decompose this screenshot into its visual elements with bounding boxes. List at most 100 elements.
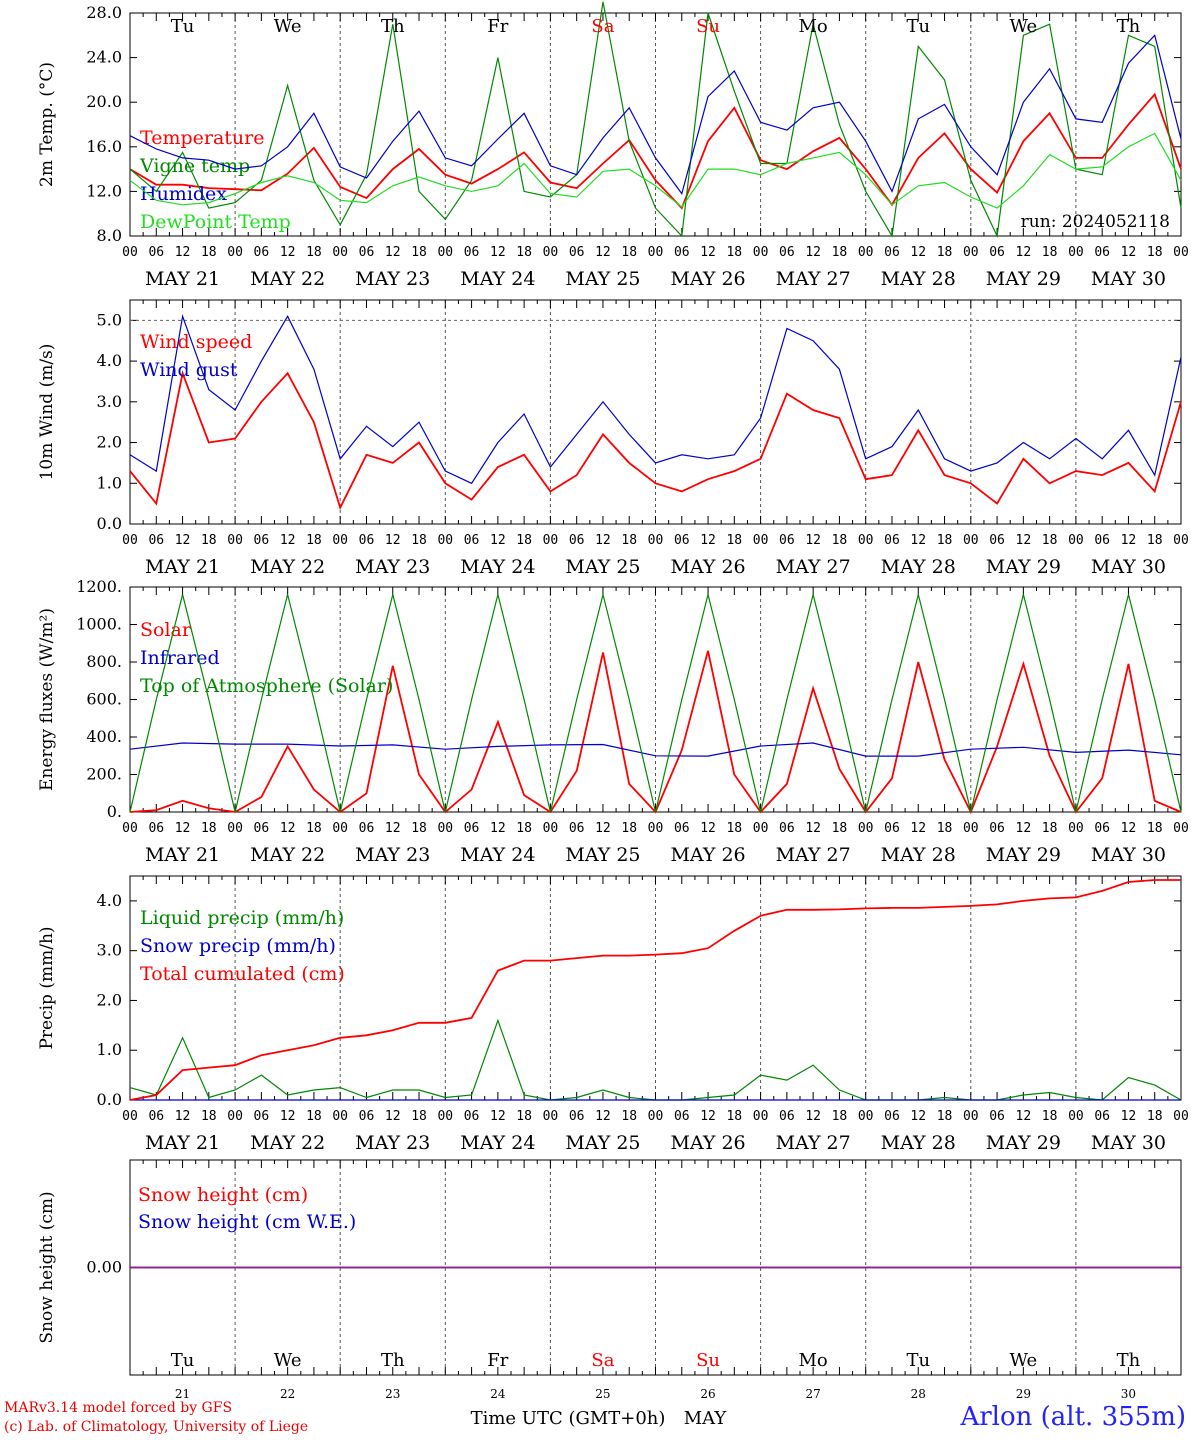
hour-tick-label: 00 [543,245,559,260]
hour-tick-label: 06 [989,821,1005,836]
day-number-label: 24 [490,1387,506,1401]
y-tick-label: 1.0 [97,473,122,492]
hour-tick-label: 18 [1042,245,1058,260]
hour-tick-label: 00 [227,1109,243,1124]
y-tick-label: 600. [86,690,122,709]
plot-frame [129,299,1182,525]
date-label: MAY 28 [881,1132,956,1154]
hour-tick-label: 00 [753,245,769,260]
hour-tick-label: 12 [1016,821,1032,836]
hour-tick-label: 18 [937,821,953,836]
hour-tick-label: 18 [516,533,532,548]
hour-tick-label: 18 [1147,1109,1163,1124]
hour-tick-label: 18 [726,533,742,548]
hour-tick-label: 12 [1121,533,1137,548]
y-tick-label: 0.0 [97,514,122,533]
date-label: MAY 30 [1091,556,1166,578]
series-line-wind-gust [129,313,1182,485]
hour-tick-label: 00 [1173,533,1189,548]
weekday-label: Su [696,1350,720,1371]
hour-tick-label: 00 [648,533,664,548]
legend-entry: Infrared [140,647,220,669]
hour-tick-label: 06 [884,245,900,260]
date-label: MAY 26 [670,556,745,578]
date-label: MAY 28 [881,844,956,866]
date-label: MAY 23 [355,556,430,578]
panel-5: 0.00 Snow height (cm) Snow height (cm) Snow… [37,1159,1182,1429]
legend-entry: Wind gust [140,359,238,381]
hour-tick-label: 18 [621,1109,637,1124]
legend-entry: Snow height (cm W.E.) [138,1211,356,1233]
y-tick-label: 20.0 [86,92,122,111]
hour-tick-label: 06 [148,821,164,836]
hour-tick-label: 12 [910,821,926,836]
hour-tick-label: 18 [516,1109,532,1124]
legend-entry: Liquid precip (mm/h) [140,907,344,929]
hour-tick-label: 00 [122,533,138,548]
day-number-label: 22 [280,1387,295,1401]
weekday-label: Th [1117,1350,1141,1371]
y-axis-label: Energy fluxes (W/m²) [37,608,57,791]
hour-tick-label: 12 [175,821,191,836]
y-tick-label: 4.0 [97,351,122,370]
hour-tick-label: 12 [700,821,716,836]
hour-tick-label: 12 [280,245,296,260]
hour-tick-label: 06 [779,245,795,260]
hour-tick-label: 00 [437,1109,453,1124]
hour-tick-label: 12 [910,1109,926,1124]
hour-tick-label: 12 [595,1109,611,1124]
y-tick-label: 400. [86,727,122,746]
y-axis-label: 10m Wind (m/s) [37,344,57,481]
station-name: Arlon (alt. 355m) [960,1402,1186,1432]
hour-tick-label: 06 [359,1109,375,1124]
date-label: MAY 26 [670,844,745,866]
hour-tick-label: 06 [674,533,690,548]
hour-tick-label: 00 [332,1109,348,1124]
date-label: MAY 24 [460,1132,535,1154]
hour-tick-label: 06 [779,533,795,548]
hour-tick-label: 18 [1042,821,1058,836]
hour-tick-label: 18 [201,1109,217,1124]
weekday-label: Th [381,1350,405,1371]
hour-tick-label: 12 [490,245,506,260]
date-label: MAY 21 [145,268,220,290]
hour-tick-label: 12 [175,245,191,260]
hour-tick-label: 12 [805,1109,821,1124]
y-tick-label: 5.0 [97,310,122,329]
hour-tick-label: 18 [832,533,848,548]
date-label: MAY 29 [986,844,1061,866]
date-label: MAY 30 [1091,1132,1166,1154]
date-label: MAY 25 [565,1132,640,1154]
hour-tick-label: 12 [490,533,506,548]
lab-credit: (c) Lab. of Climatology, University of L… [4,1419,309,1435]
hour-tick-label: 00 [1068,245,1084,260]
hour-tick-label: 00 [122,1109,138,1124]
weekday-label: We [1010,16,1038,37]
weekday-label: Tu [906,1350,930,1371]
hour-tick-label: 06 [464,1109,480,1124]
date-label: MAY 21 [145,556,220,578]
y-tick-label: 0. [107,802,122,821]
hour-tick-label: 06 [884,821,900,836]
hour-tick-label: 12 [385,821,401,836]
y-axis-label: Precip (mm/h) [37,926,57,1049]
y-tick-label: 0.0 [97,1090,122,1109]
series-line-infrared [129,742,1182,757]
weekday-label: Tu [906,16,930,37]
y-tick-label: 16.0 [86,137,122,156]
hour-tick-label: 18 [621,821,637,836]
weekday-label: Th [1117,16,1141,37]
hour-tick-label: 06 [569,533,585,548]
y-axis-label: Snow height (cm) [37,1191,57,1343]
hour-tick-label: 06 [359,533,375,548]
date-label: MAY 27 [776,1132,851,1154]
date-label: MAY 21 [145,844,220,866]
hour-tick-label: 12 [805,821,821,836]
x-axis-label: Time UTC (GMT+0h) [471,1408,666,1429]
hour-tick-label: 00 [332,245,348,260]
day-number-label: 28 [911,1387,926,1401]
hour-tick-label: 18 [937,533,953,548]
hour-tick-label: 00 [1068,1109,1084,1124]
hour-tick-label: 00 [753,1109,769,1124]
hour-tick-label: 18 [411,821,427,836]
